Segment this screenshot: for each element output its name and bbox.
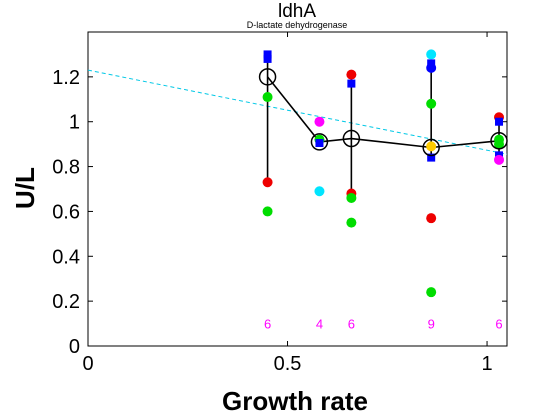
data-point [346,69,357,80]
mean-marker [490,132,508,150]
y-tick-label: 0.6 [52,201,80,223]
data-point-square [495,117,504,126]
data-point [426,49,437,60]
data-point [314,186,325,197]
mean-marker [422,138,440,157]
data-point-square [427,153,436,162]
y-tick-label: 0.4 [52,246,80,268]
x-tick-label: 1 [481,353,492,375]
data-point [426,98,437,109]
data-point [262,177,273,188]
data-point [494,154,505,165]
data-point-square [263,54,272,63]
chart-title: ldhA [278,1,316,22]
count-label: 4 [316,317,323,332]
data-point [346,217,357,228]
plot-frame [87,31,508,347]
mean-marker [258,68,277,86]
count-label: 6 [495,317,502,332]
data-point-square [315,139,324,148]
x-axis-label: Growth rate [222,386,368,416]
y-tick-label: 0.2 [52,291,80,313]
y-axis-label: U/L [10,167,40,209]
count-label: 6 [348,317,355,332]
data-point [262,206,273,217]
data-point [426,62,437,73]
data-point [262,92,273,103]
chart-subtitle: D-lactate dehydrogenase [247,20,348,30]
trend-line [87,69,508,155]
x-tick-label: 0 [82,353,93,375]
data-point-square [347,79,356,88]
y-tick-label: 0 [69,336,80,358]
plot-area: 0 0.5 1 0 0.2 0.4 0.6 0.8 1 1.2 6 4 6 9 6 [52,31,508,375]
mean-marker [310,133,329,151]
x-tick-label: 0.5 [274,353,302,375]
data-point [346,192,357,203]
data-point [426,213,437,224]
count-label: 9 [428,317,435,332]
y-tick-label: 0.8 [52,157,80,179]
data-point [426,141,437,152]
y-tick-label: 1.2 [52,67,80,89]
y-tick-label: 1 [69,112,80,134]
data-point [426,287,437,298]
mean-line [266,76,500,149]
data-point [314,116,325,127]
data-point-square [263,50,272,59]
count-label: 6 [264,317,271,332]
mean-marker [342,129,361,148]
data-point [494,139,505,150]
